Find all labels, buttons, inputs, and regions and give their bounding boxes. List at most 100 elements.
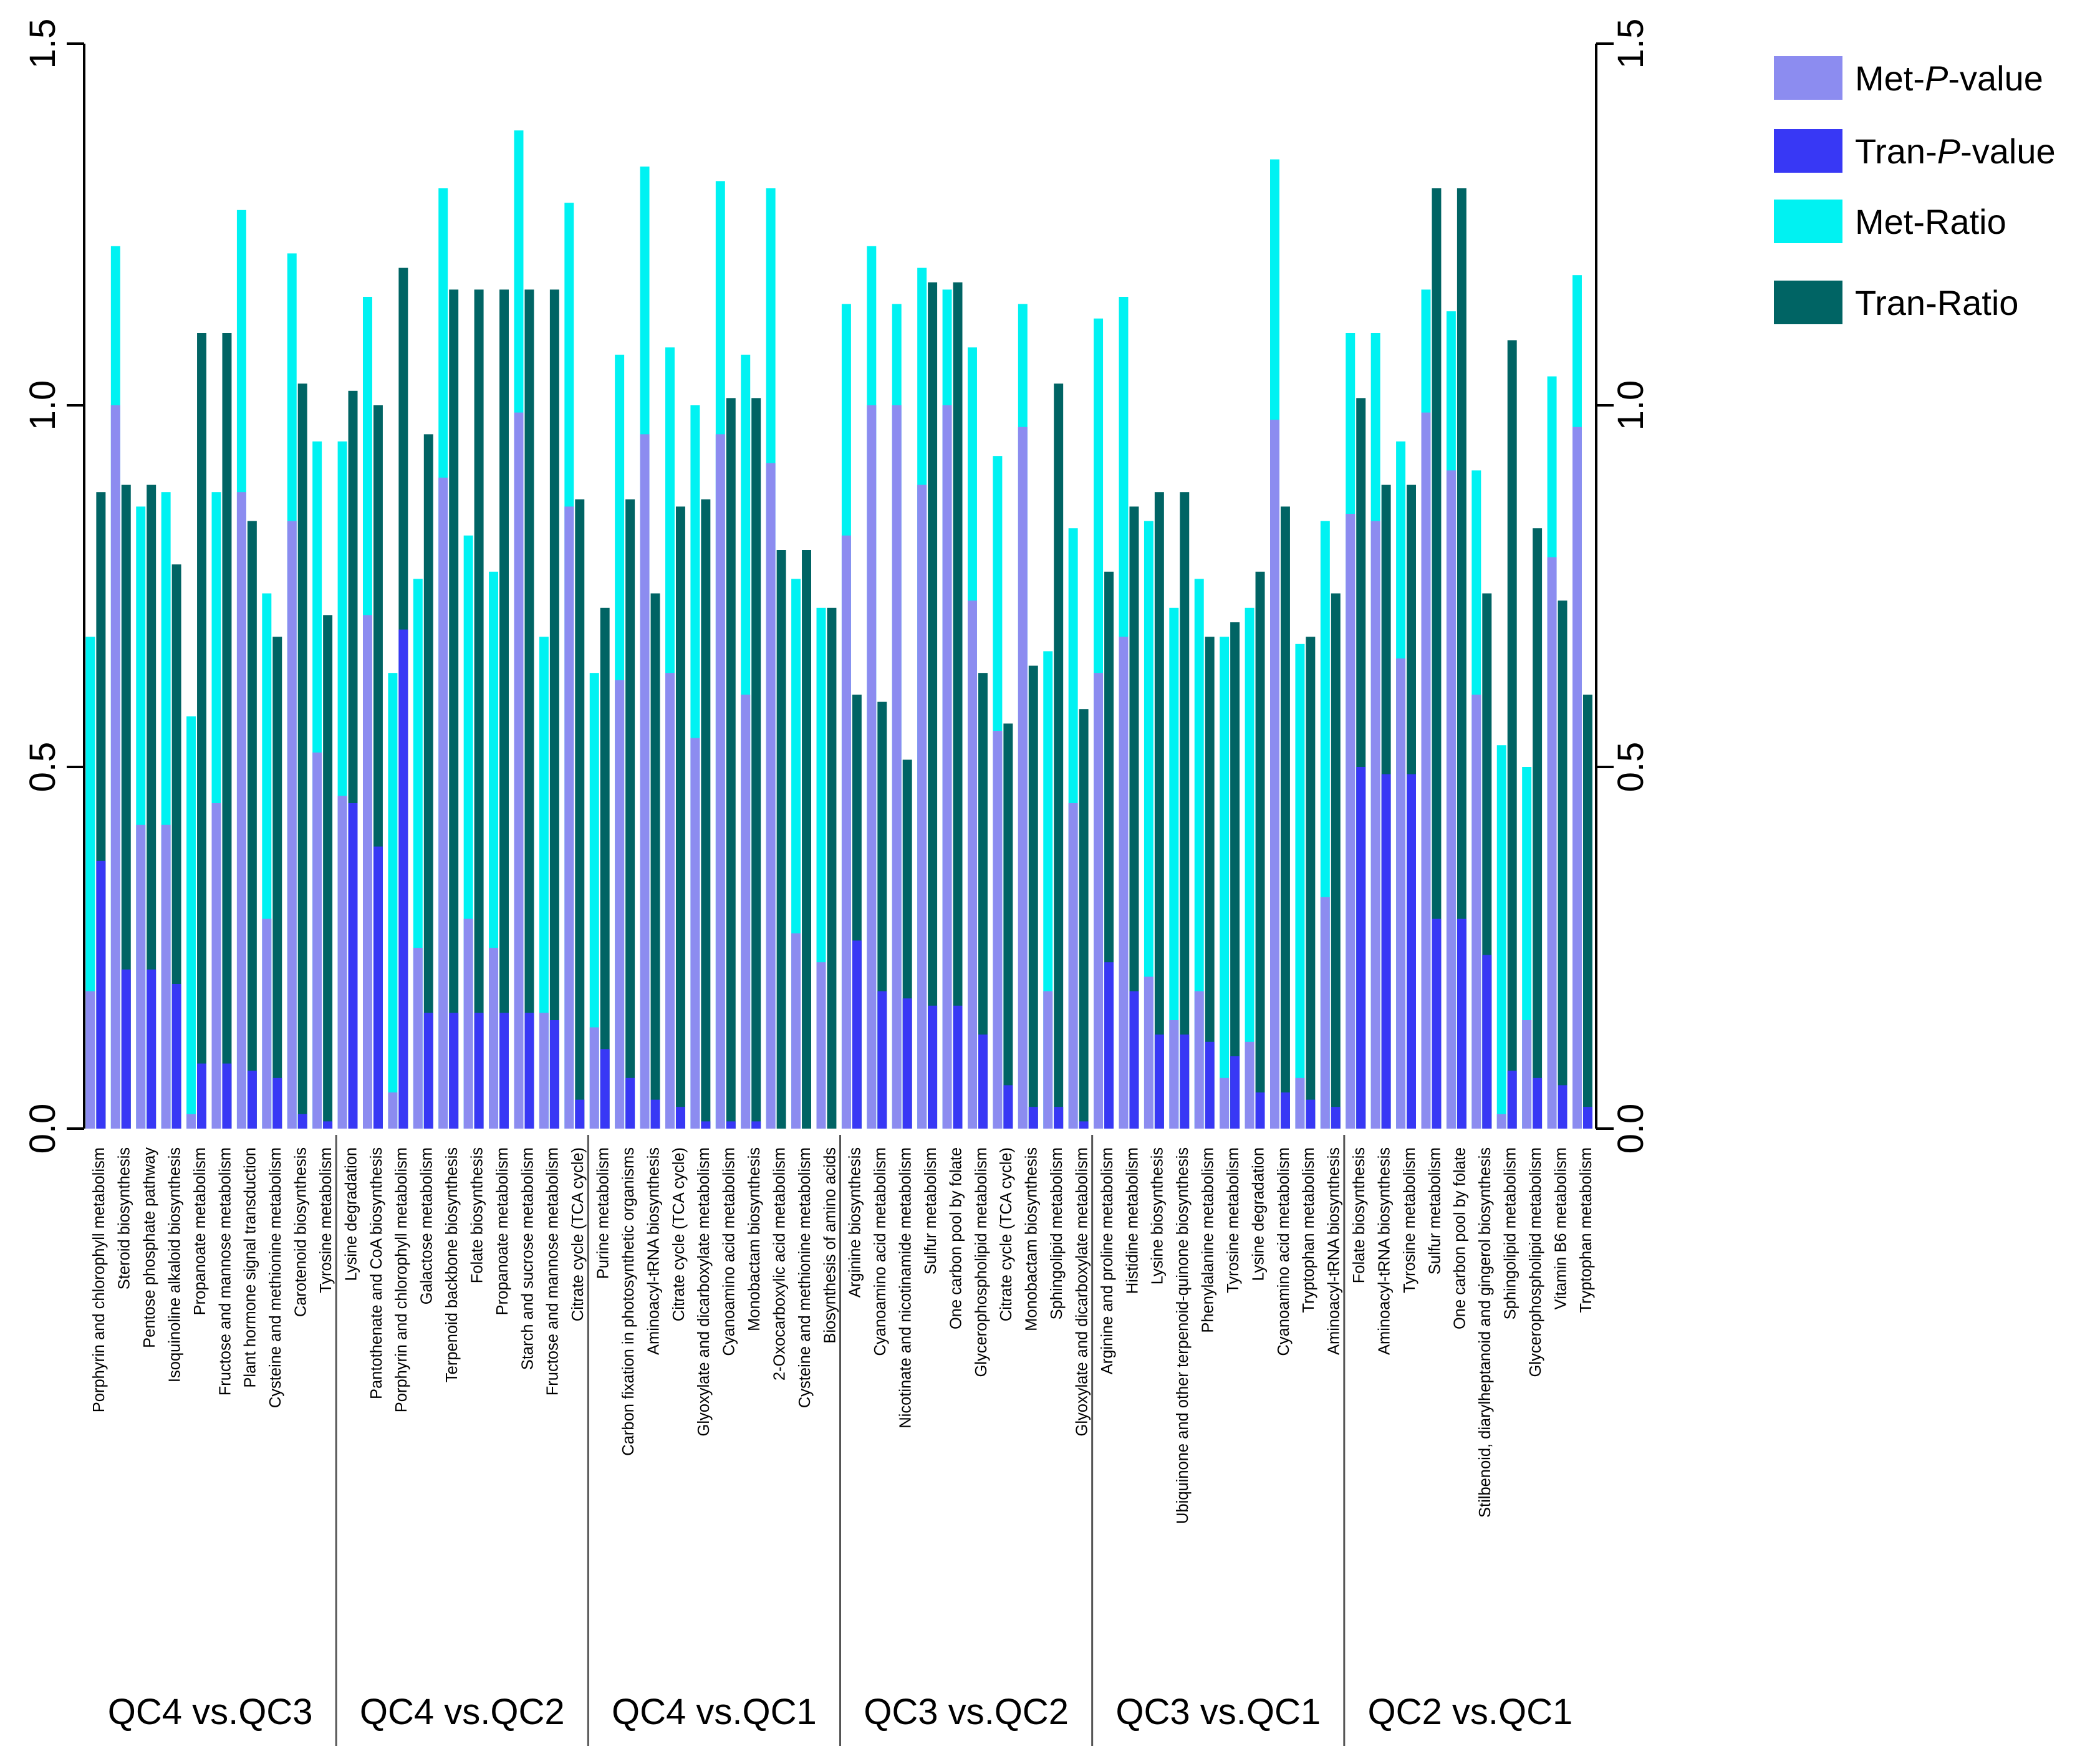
tran-p-value-bar (1582, 1107, 1592, 1129)
tran-ratio-bar (197, 333, 206, 1129)
tran-p-value-bar (373, 846, 383, 1129)
tran-ratio-bar (1230, 622, 1240, 1129)
tran-ratio-bar (675, 506, 685, 1129)
category-label: Isoquinoline alkaloid biosynthesis (166, 1147, 183, 1382)
category-label: Fructose and mannose metabolism (544, 1147, 562, 1395)
met-p-value-bar (1496, 1114, 1506, 1129)
tran-p-value-bar (398, 629, 408, 1129)
met-p-value-bar (741, 695, 751, 1129)
met-p-value-bar (363, 615, 372, 1129)
tran-p-value-bar (1381, 774, 1391, 1129)
tran-p-value-bar (1028, 1107, 1038, 1129)
tran-ratio-bar (1558, 600, 1568, 1129)
legend-label: Tran-Ratio (1855, 283, 2018, 322)
tran-ratio-bar (247, 521, 257, 1129)
category-label: Steroid biosynthesis (116, 1147, 133, 1289)
category-label: Tryptophan metabolism (1577, 1147, 1595, 1313)
tran-p-value-bar (323, 1121, 333, 1129)
tran-p-value-bar (625, 1077, 635, 1129)
met-p-value-bar (136, 824, 146, 1129)
category-label: Cysteine and methionine metabolism (796, 1147, 814, 1408)
met-ratio-bar (1245, 607, 1255, 1129)
legend-label-part: -value (1948, 59, 2043, 98)
tran-p-value-bar (1129, 991, 1139, 1129)
category-label: Citrate cycle (TCA cycle) (998, 1147, 1015, 1321)
legend-label-italic: P (1925, 59, 1948, 98)
tran-p-value-bar (272, 1077, 282, 1129)
met-p-value-bar (917, 484, 927, 1129)
tran-p-value-bar (1280, 1092, 1290, 1129)
category-label: Monobactam biosynthesis (746, 1147, 763, 1331)
met-p-value-bar (816, 962, 826, 1129)
met-ratio-bar (1220, 637, 1230, 1129)
tran-p-value-bar (222, 1063, 232, 1129)
category-label: Pentose phosphate pathway (141, 1147, 158, 1348)
tran-ratio-bar (1331, 593, 1341, 1129)
met-p-value-bar (236, 492, 246, 1129)
tran-p-value-bar (953, 1005, 963, 1129)
tran-p-value-bar (726, 1121, 736, 1129)
met-p-value-bar (640, 434, 650, 1129)
met-p-value-bar (1471, 695, 1481, 1129)
tran-p-value-bar (1432, 918, 1442, 1129)
met-p-value-bar (438, 478, 448, 1129)
category-label: Stilbenoid, diarylheptanoid and gingerol… (1476, 1147, 1494, 1518)
met-p-value-bar (1421, 412, 1431, 1129)
tran-p-value-bar (575, 1099, 585, 1129)
met-p-value-bar (1094, 673, 1104, 1129)
group-label: QC4 vs.QC1 (612, 1692, 817, 1732)
right-y-tick-label: 0.5 (1611, 742, 1651, 793)
met-ratio-bar (539, 637, 549, 1129)
tran-ratio-bar (1079, 709, 1089, 1129)
legend-label-part: Met- (1855, 59, 1925, 98)
met-p-value-bar (942, 405, 952, 1129)
legend-swatch (1774, 281, 1842, 324)
tran-ratio-bar (297, 383, 307, 1129)
tran-ratio-bar (978, 673, 988, 1129)
category-label: Monobactam biosynthesis (1023, 1147, 1041, 1331)
tran-ratio-bar (827, 607, 837, 1129)
category-label: One carbon pool by folate (1452, 1147, 1469, 1329)
category-label: Tryptophan metabolism (1300, 1147, 1317, 1313)
met-ratio-bar (186, 716, 196, 1129)
tran-p-value-bar (978, 1034, 988, 1129)
group-label: QC3 vs.QC1 (1115, 1692, 1321, 1732)
category-label: Lysine biosynthesis (1149, 1147, 1167, 1284)
tran-ratio-bar (726, 398, 736, 1129)
tran-ratio-bar (625, 499, 635, 1129)
tran-ratio-bar (751, 398, 761, 1129)
tran-ratio-bar (1280, 506, 1290, 1129)
category-label: Pantothenate and CoA biosynthesis (368, 1147, 385, 1399)
tran-ratio-bar (1054, 383, 1064, 1129)
group-label: QC3 vs.QC2 (864, 1692, 1069, 1732)
tran-p-value-bar (1558, 1085, 1568, 1129)
met-p-value-bar (388, 1092, 398, 1129)
category-label: Glyoxylate and dicarboxylate metabolism (1073, 1147, 1091, 1436)
tran-p-value-bar (1507, 1071, 1517, 1129)
met-p-value-bar (1572, 427, 1582, 1129)
tran-ratio-bar (1255, 571, 1265, 1129)
tran-ratio-bar (600, 607, 610, 1129)
category-label: Cysteine and methionine metabolism (267, 1147, 284, 1408)
met-p-value-bar (715, 434, 725, 1129)
met-p-value-bar (1144, 976, 1153, 1129)
category-label: Ubiquinone and other terpenoid-quinone b… (1174, 1147, 1192, 1524)
tran-p-value-bar (1205, 1041, 1215, 1129)
tran-p-value-bar (1003, 1085, 1013, 1129)
met-p-value-bar (1396, 658, 1406, 1129)
left-y-tick-label: 0.0 (22, 1104, 63, 1154)
met-p-value-bar (766, 463, 776, 1129)
category-label: Cyanoamino acid metabolism (1275, 1147, 1293, 1356)
met-p-value-bar (463, 918, 473, 1129)
met-p-value-bar (211, 803, 221, 1129)
tran-ratio-bar (1180, 492, 1190, 1129)
met-p-value-bar (993, 731, 1003, 1129)
tran-ratio-bar (423, 434, 433, 1129)
tran-p-value-bar (449, 1013, 459, 1129)
tran-p-value-bar (1306, 1099, 1316, 1129)
category-label: Arginine and proline metabolism (1099, 1147, 1116, 1374)
met-p-value-bar (867, 405, 877, 1129)
category-label: Histidine metabolism (1124, 1147, 1141, 1294)
